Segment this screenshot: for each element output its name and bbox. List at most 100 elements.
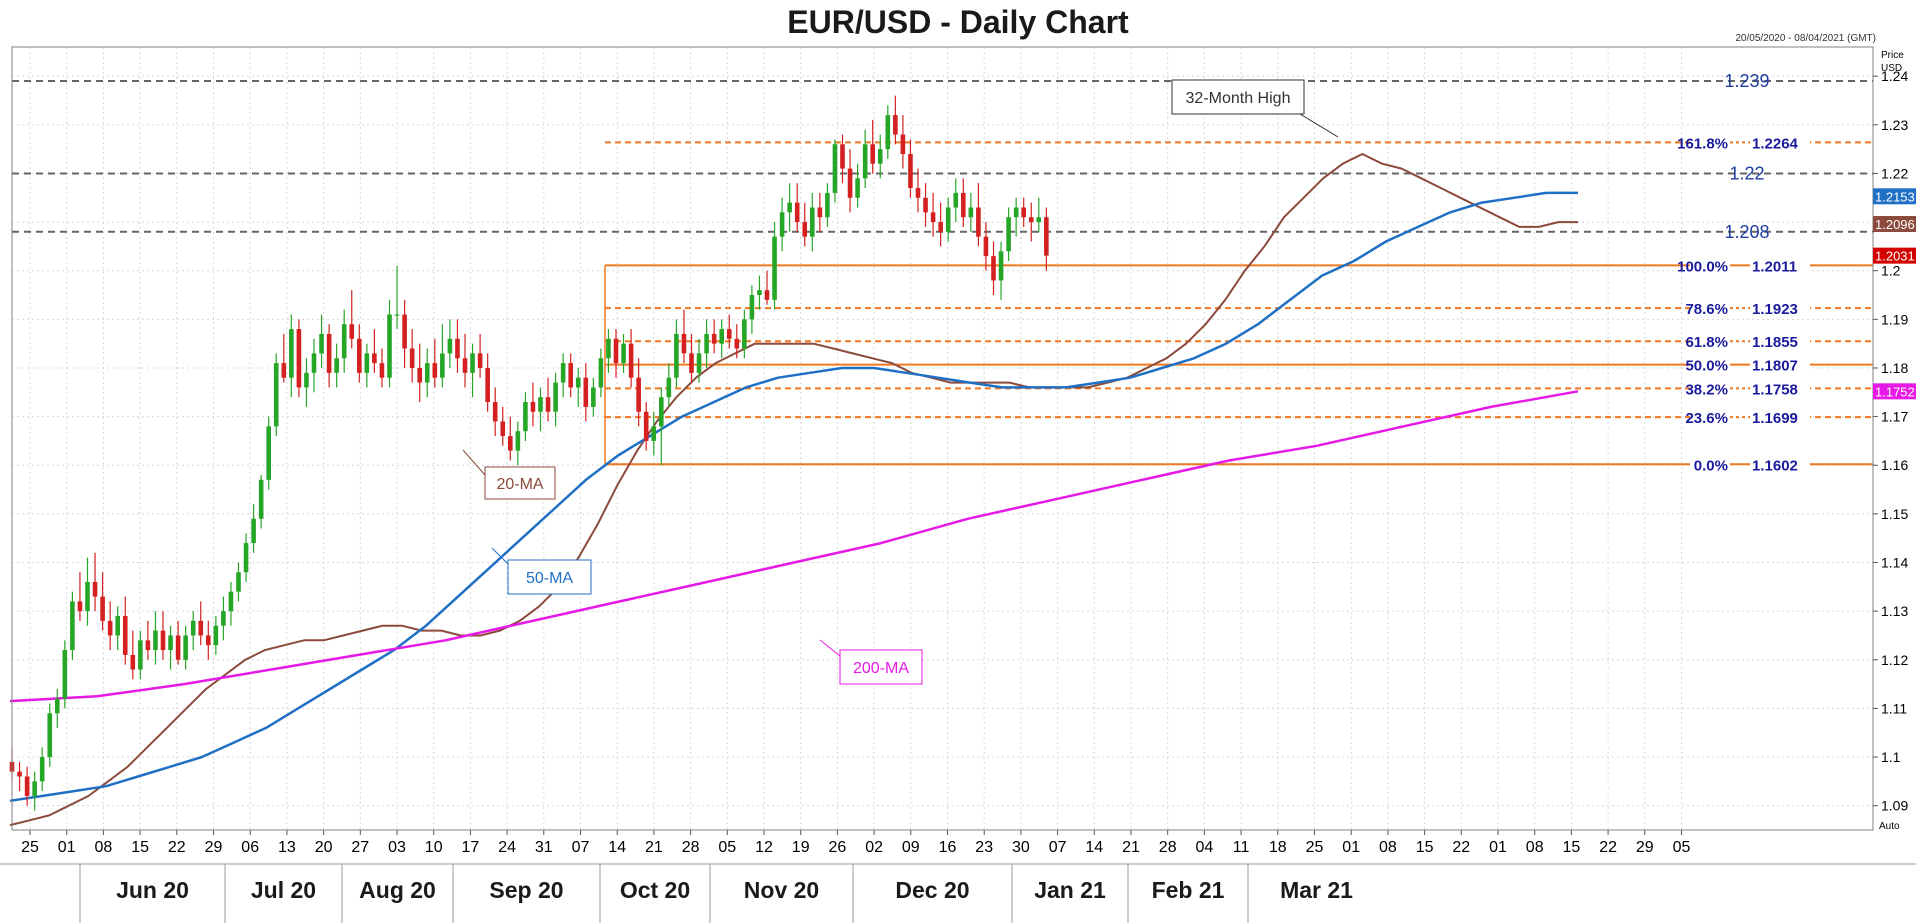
candle-body (145, 640, 151, 651)
candle-body (122, 616, 128, 655)
key-level-label: 1.239 (1724, 71, 1769, 91)
candle-body (689, 353, 694, 373)
ma-line-200-ma (9, 390, 1579, 703)
candle-body (553, 382, 558, 412)
x-day-label: 03 (388, 839, 406, 856)
candle-body (228, 591, 234, 612)
fib-percent-label: 23.6% (1685, 410, 1728, 427)
x-day-label: 31 (535, 839, 553, 856)
candle-body (726, 329, 732, 339)
y-tick-label: 1.16 (1881, 457, 1908, 473)
candle-body (575, 377, 581, 388)
y-tick-label: 1.2 (1881, 263, 1901, 279)
y-tick-label: 1.12 (1881, 652, 1908, 668)
candle-body (1036, 217, 1042, 223)
x-day-label: 25 (21, 839, 39, 856)
candle-body (213, 625, 219, 646)
x-day-label: 06 (241, 839, 259, 856)
candle-body (742, 319, 747, 349)
candle-body (591, 387, 596, 407)
candle-body (908, 153, 913, 189)
candle-body (387, 314, 392, 378)
x-day-label: 22 (168, 839, 186, 856)
x-day-label: 20 (315, 839, 333, 856)
candle-body (787, 202, 792, 213)
x-day-label: 15 (1416, 839, 1434, 856)
candle-body (130, 654, 136, 670)
x-month-label: Jan 21 (1034, 877, 1106, 903)
x-day-label: 14 (1085, 839, 1103, 856)
candle-body (847, 168, 853, 198)
x-day-label: 01 (58, 839, 76, 856)
candle-body (326, 333, 332, 373)
x-month-label: Sep 20 (489, 877, 563, 903)
fib-percent-label: 0.0% (1694, 457, 1728, 474)
candle-body (432, 363, 438, 378)
price-tag-label: 1.1752 (1875, 384, 1915, 399)
annotation-label: 50-MA (526, 570, 573, 587)
candle-body (424, 363, 430, 383)
candle-body (455, 338, 460, 359)
candle-body (817, 207, 823, 218)
x-day-label: 24 (498, 839, 516, 856)
price-tag-label: 1.2031 (1875, 249, 1915, 264)
ma-line-50-ma (9, 191, 1578, 803)
plot-frame (11, 46, 1874, 831)
candle-body (138, 640, 143, 670)
fib-price-label: 1.1758 (1752, 381, 1798, 398)
candle-body (85, 581, 90, 612)
candle-body (681, 333, 687, 354)
candles (9, 95, 1049, 811)
candle-body (749, 295, 755, 320)
candle-body (877, 149, 883, 164)
candle-body (659, 397, 664, 427)
x-day-label: 21 (645, 839, 663, 856)
fibonacci-levels: 161.8% 1.2264 100.0% 1.2011 78.6% 1.1923 61.8%… (604, 134, 1873, 474)
candle-body (945, 207, 951, 232)
x-day-label: 09 (902, 839, 920, 856)
auto-label: Auto (1879, 821, 1900, 832)
x-day-label: 17 (462, 839, 480, 856)
price-tag-box (1873, 247, 1916, 264)
candle-body (107, 620, 113, 636)
price-tag-box (1873, 216, 1916, 233)
candle-body (976, 207, 981, 237)
x-day-label: 28 (1159, 839, 1177, 856)
candle-body (492, 402, 498, 422)
x-month-label: Oct 20 (620, 877, 690, 903)
candle-body (477, 353, 483, 368)
key-level-label: 1.22 (1729, 163, 1764, 183)
fib-price-label: 1.1807 (1752, 358, 1798, 375)
candle-body (281, 363, 287, 378)
x-day-label: 22 (1452, 839, 1470, 856)
candle-body (862, 144, 868, 179)
candle-body (840, 144, 845, 169)
candle-body (266, 426, 271, 480)
candle-body (900, 134, 906, 154)
candle-body (968, 207, 974, 218)
candle-body (915, 188, 921, 198)
candle-body (757, 290, 762, 296)
annotation-leader (491, 547, 511, 567)
y-tick-label: 1.09 (1881, 798, 1908, 814)
candle-body (1021, 207, 1026, 218)
x-day-label: 21 (1122, 839, 1140, 856)
y-tick-label: 1.11 (1881, 700, 1907, 716)
candle-body (704, 333, 709, 354)
candle-body (598, 358, 604, 388)
x-day-label: 11 (1233, 839, 1250, 856)
x-day-label: 26 (829, 839, 847, 856)
candle-body (545, 397, 551, 412)
candle-body (885, 115, 891, 150)
candle-body (17, 771, 22, 777)
fib-price-label: 1.2011 (1752, 258, 1797, 275)
fib-price-label: 1.1699 (1752, 410, 1798, 427)
candle-body (349, 324, 355, 339)
x-month-label: Dec 20 (895, 877, 969, 903)
candle-body (341, 324, 347, 359)
x-day-label: 08 (1379, 839, 1397, 856)
y-tick-label: 1.24 (1881, 68, 1908, 84)
candle-body (674, 333, 679, 378)
y-tick-label: 1.15 (1881, 506, 1908, 522)
annotation-box (507, 559, 592, 595)
